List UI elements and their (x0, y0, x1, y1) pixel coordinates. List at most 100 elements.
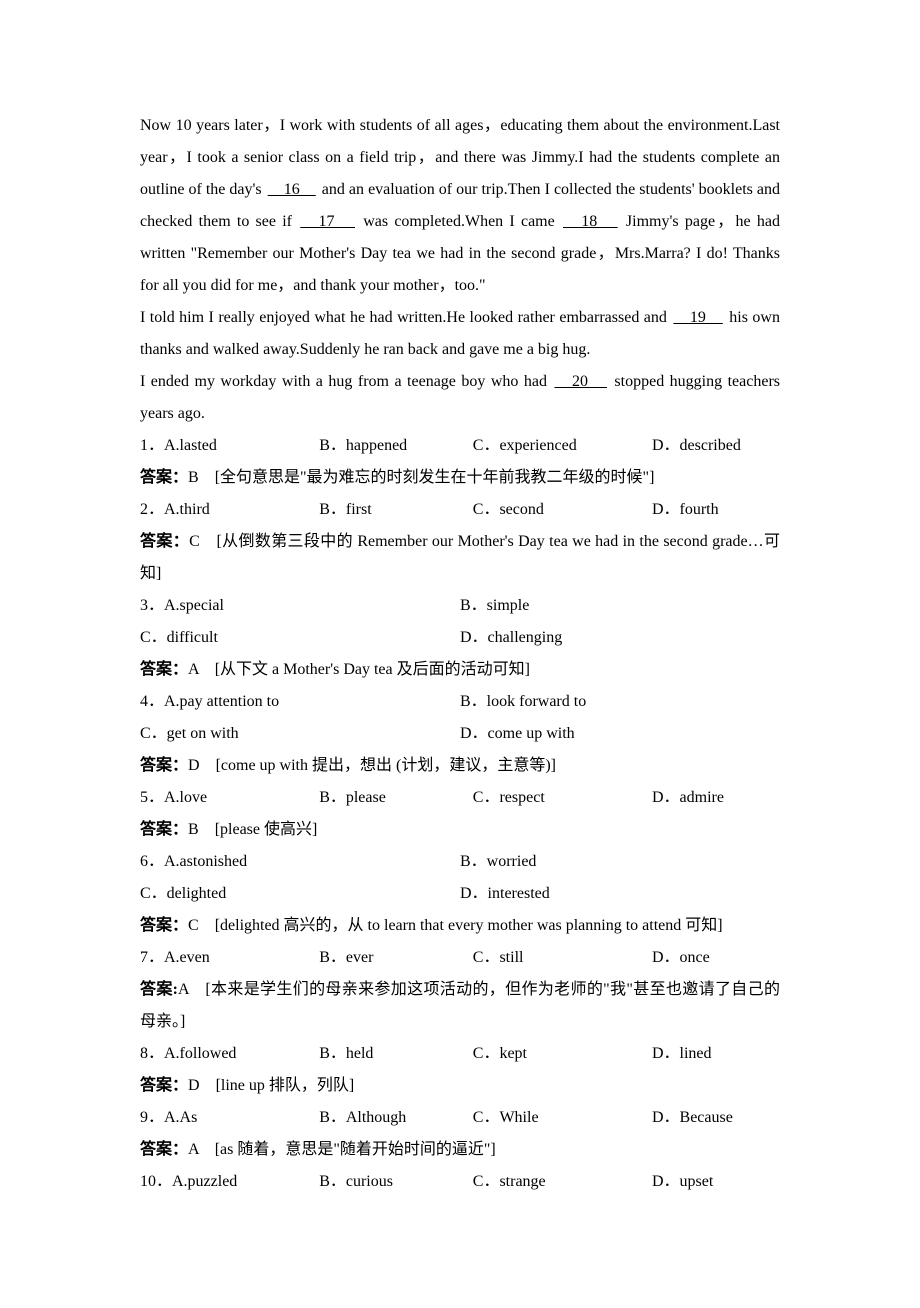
option-d: D．admire (652, 782, 780, 814)
option-c: C．strange (473, 1166, 652, 1198)
option-a: 2．A.third (140, 494, 319, 526)
answer-letter: A (188, 661, 199, 678)
option-a: 1．A.lasted (140, 430, 319, 462)
option-d: D．challenging (460, 622, 780, 654)
option-c: C．kept (473, 1038, 652, 1070)
option-c: C．delighted (140, 878, 460, 910)
answer-explanation: [本来是学生们的母亲来参加这项活动的，但作为老师的"我"甚至也邀请了自己的母亲。… (140, 981, 780, 1030)
option-b: B．happened (319, 430, 473, 462)
text-segment: I ended my workday with a hug from a tee… (140, 373, 552, 390)
question-row: 1．A.lastedB．happenedC．experiencedD．descr… (140, 430, 780, 462)
blank-18: 18 (561, 213, 620, 230)
answer-line: 答案：B [全句意思是"最为难忘的时刻发生在十年前我教二年级的时候"] (140, 462, 780, 494)
option-c: C．While (473, 1102, 652, 1134)
option-b: B．simple (460, 590, 780, 622)
answer-line: 答案:A [本来是学生们的母亲来参加这项活动的，但作为老师的"我"甚至也邀请了自… (140, 974, 780, 1038)
question-row: C．get on withD．come up with (140, 718, 780, 750)
answer-explanation: [全句意思是"最为难忘的时刻发生在十年前我教二年级的时候"] (199, 469, 655, 486)
answer-explanation: [as 随着，意思是"随着开始时间的逼近"] (199, 1141, 496, 1158)
question-row: C．difficultD．challenging (140, 622, 780, 654)
answer-letter: B (188, 821, 199, 838)
option-d: D．upset (652, 1166, 780, 1198)
option-b: B．ever (319, 942, 473, 974)
answer-explanation: [从倒数第三段中的 Remember our Mother's Day tea … (140, 533, 780, 582)
option-d: D．come up with (460, 718, 780, 750)
blank-20: 20 (552, 373, 608, 390)
answer-label: 答案: (140, 981, 178, 998)
answer-letter: C (189, 533, 200, 550)
option-c: C．get on with (140, 718, 460, 750)
answer-letter: D (188, 757, 200, 774)
blank-19: 19 (671, 309, 724, 326)
answer-label: 答案： (140, 917, 188, 934)
option-d: D．once (652, 942, 780, 974)
answer-letter: A (178, 981, 189, 998)
answer-label: 答案： (140, 661, 188, 678)
answer-letter: D (188, 1077, 200, 1094)
document-page: Now 10 years later，I work with students … (0, 0, 920, 1308)
option-a: 4．A.pay attention to (140, 686, 460, 718)
question-row: C．delightedD．interested (140, 878, 780, 910)
option-d: D．interested (460, 878, 780, 910)
answer-line: 答案：D [line up 排队，列队] (140, 1070, 780, 1102)
option-a: 10．A.puzzled (140, 1166, 319, 1198)
answer-explanation: [delighted 高兴的，从 to learn that every mot… (199, 917, 723, 934)
answer-line: 答案：C [从倒数第三段中的 Remember our Mother's Day… (140, 526, 780, 590)
question-row: 10．A.puzzledB．curiousC．strangeD．upset (140, 1166, 780, 1198)
option-a: 8．A.followed (140, 1038, 319, 1070)
option-a: 9．A.As (140, 1102, 319, 1134)
option-b: B．held (319, 1038, 473, 1070)
blank-16: 16 (266, 181, 318, 198)
question-row: 8．A.followedB．heldC．keptD．lined (140, 1038, 780, 1070)
option-d: D．lined (652, 1038, 780, 1070)
answer-letter: C (188, 917, 199, 934)
answer-label: 答案： (140, 469, 188, 486)
option-c: C．still (473, 942, 652, 974)
option-a: 7．A.even (140, 942, 319, 974)
option-c: C．second (473, 494, 652, 526)
option-a: 5．A.love (140, 782, 319, 814)
answer-letter: B (188, 469, 199, 486)
text-segment: I told him I really enjoyed what he had … (140, 309, 671, 326)
option-a: 6．A.astonished (140, 846, 460, 878)
option-c: C．difficult (140, 622, 460, 654)
answer-line: 答案：C [delighted 高兴的，从 to learn that ever… (140, 910, 780, 942)
text-segment: was completed.When I came (357, 213, 561, 230)
option-c: C．respect (473, 782, 652, 814)
answer-line: 答案：B [please 使高兴] (140, 814, 780, 846)
answer-line: 答案：A [as 随着，意思是"随着开始时间的逼近"] (140, 1134, 780, 1166)
option-d: D．fourth (652, 494, 780, 526)
answer-label: 答案： (140, 757, 188, 774)
option-d: D．described (652, 430, 780, 462)
answer-explanation: [please 使高兴] (199, 821, 318, 838)
question-row: 3．A.specialB．simple (140, 590, 780, 622)
answer-explanation: [从下文 a Mother's Day tea 及后面的活动可知] (199, 661, 530, 678)
answer-explanation: [come up with 提出，想出 (计划，建议，主意等)] (200, 757, 556, 774)
answer-label: 答案： (140, 533, 189, 550)
passage-paragraph-2: I told him I really enjoyed what he had … (140, 302, 780, 366)
option-a: 3．A.special (140, 590, 460, 622)
option-b: B．Although (319, 1102, 473, 1134)
question-row: 4．A.pay attention toB．look forward to (140, 686, 780, 718)
answer-label: 答案： (140, 1077, 188, 1094)
passage-paragraph-3: I ended my workday with a hug from a tee… (140, 366, 780, 430)
question-row: 2．A.thirdB．firstC．secondD．fourth (140, 494, 780, 526)
question-row: 5．A.loveB．pleaseC．respectD．admire (140, 782, 780, 814)
option-b: B．curious (319, 1166, 473, 1198)
answer-label: 答案： (140, 1141, 188, 1158)
option-b: B．first (319, 494, 473, 526)
answer-line: 答案：A [从下文 a Mother's Day tea 及后面的活动可知] (140, 654, 780, 686)
questions-container: 1．A.lastedB．happenedC．experiencedD．descr… (140, 430, 780, 1198)
option-b: B．please (319, 782, 473, 814)
passage-paragraph-1: Now 10 years later，I work with students … (140, 110, 780, 302)
question-row: 9．A.AsB．AlthoughC．WhileD．Because (140, 1102, 780, 1134)
question-row: 6．A.astonishedB．worried (140, 846, 780, 878)
option-d: D．Because (652, 1102, 780, 1134)
blank-17: 17 (298, 213, 357, 230)
answer-line: 答案：D [come up with 提出，想出 (计划，建议，主意等)] (140, 750, 780, 782)
option-b: B．worried (460, 846, 780, 878)
question-row: 7．A.evenB．everC．stillD．once (140, 942, 780, 974)
option-c: C．experienced (473, 430, 652, 462)
answer-explanation: [line up 排队，列队] (200, 1077, 355, 1094)
option-b: B．look forward to (460, 686, 780, 718)
